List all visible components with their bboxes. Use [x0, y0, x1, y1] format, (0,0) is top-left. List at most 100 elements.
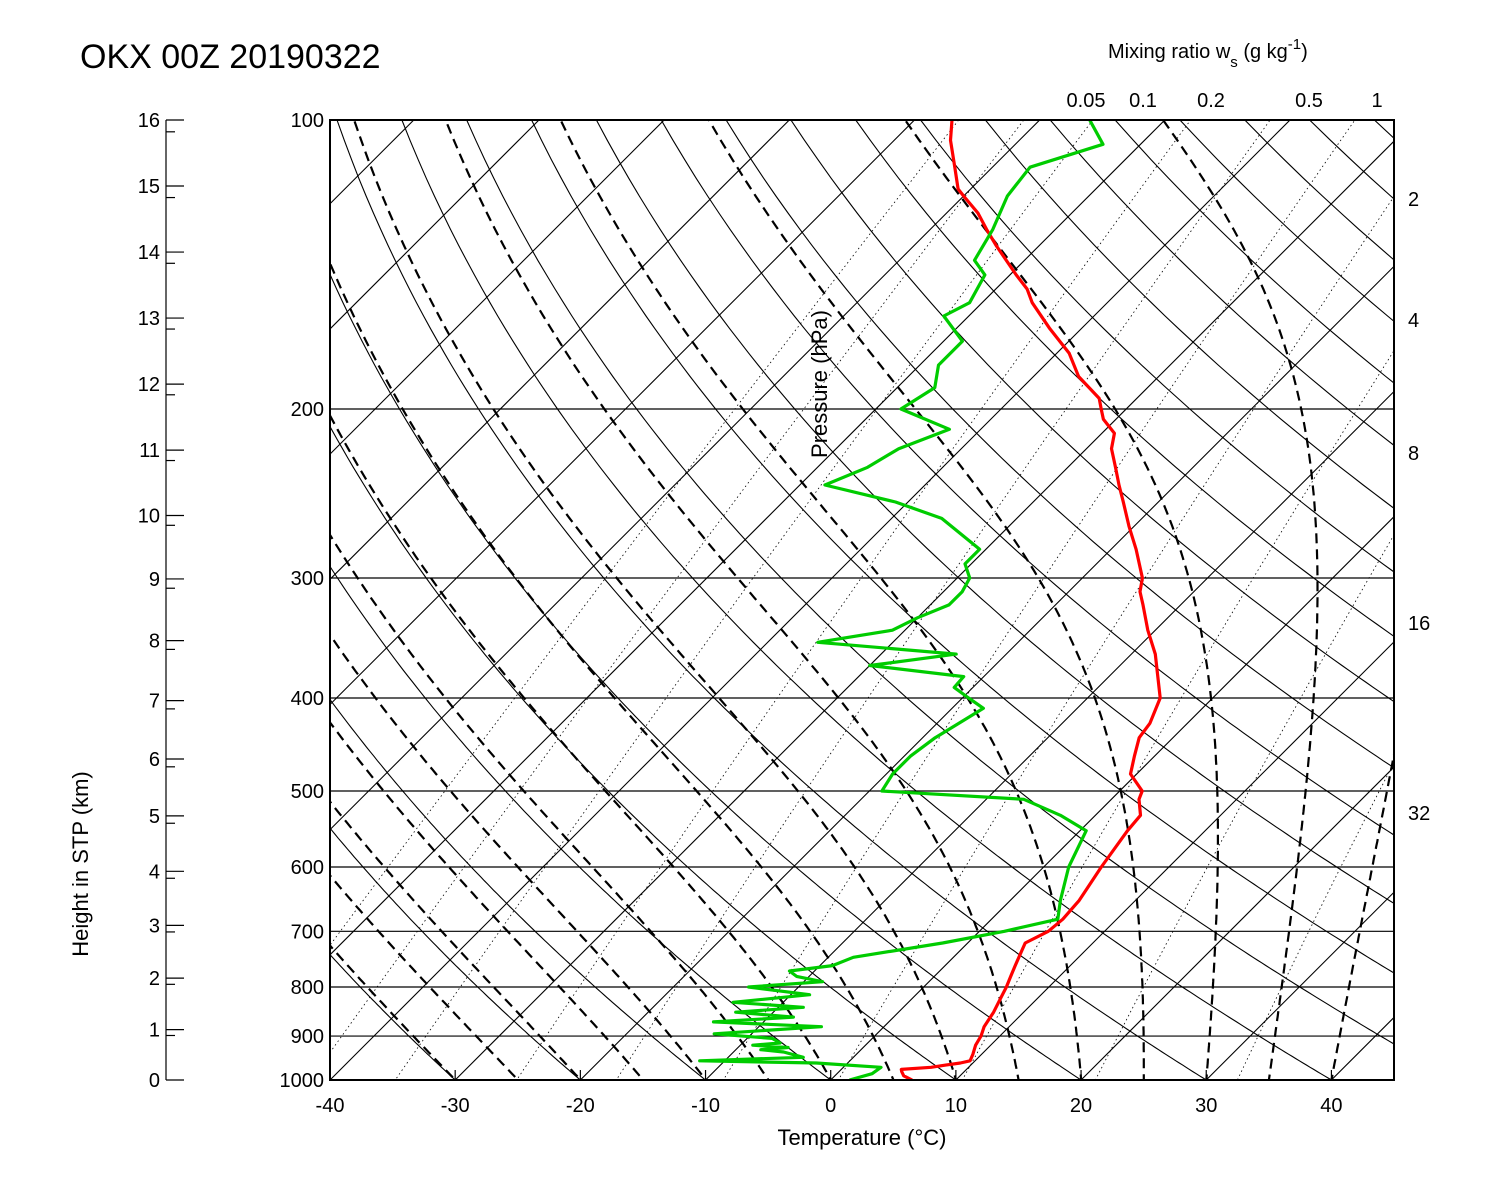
moist-adiabat: [330, 632, 708, 1080]
pressure-axis: 1000 900 800 700 600 500 400 300 200 100: [280, 110, 325, 1092]
mixing-ratio-top-label: 1: [1371, 90, 1382, 112]
isotherm: [330, 120, 540, 330]
dry-adiabat: [725, 120, 1394, 769]
dry-adiabat: [330, 827, 582, 1080]
mixing-ratio-top-label: 0.2: [1197, 90, 1225, 112]
height-tick-label: 3: [149, 915, 160, 937]
dry-adiabat: [330, 953, 456, 1080]
x-tick-label: -20: [566, 1095, 595, 1117]
moist-adiabat: [559, 120, 1083, 1080]
moist-adiabats: [330, 120, 1394, 1080]
temperature-axis: -40 -30 -20 -10 0 10 20 30 40: [316, 1070, 1343, 1117]
mixing-ratio-line: [1094, 533, 1394, 1080]
height-tick-label: 0: [149, 1070, 160, 1092]
height-tick-label: 4: [149, 861, 160, 883]
dry-adiabat: [1049, 120, 1394, 447]
height-tick-label: 6: [149, 749, 160, 771]
dewpoint-profile: [698, 120, 1105, 1080]
isotherm: [330, 120, 1166, 956]
mixing-ratio-right-label: 8: [1408, 443, 1419, 465]
isotherm: [330, 120, 916, 706]
dry-adiabat: [1179, 120, 1394, 322]
x-tick-label: -10: [691, 1095, 720, 1117]
isotherm: [1436, 76, 1500, 1100]
dry-adiabat: [530, 120, 1394, 974]
background-grid: [330, 76, 1500, 1100]
pressure-tick-label: 200: [291, 399, 324, 421]
height-tick-label: 12: [138, 374, 160, 396]
pressure-tick-label: 600: [291, 857, 324, 879]
mixing-ratio-right-label: 32: [1408, 803, 1430, 825]
dry-adiabats: [330, 76, 1500, 1100]
mixing-ratio-right-label: 4: [1408, 310, 1419, 332]
isotherm: [1080, 766, 1394, 1080]
temperature-profile: [899, 120, 1162, 1080]
height-tick-label: 10: [138, 505, 160, 527]
sounding-profiles: [698, 120, 1162, 1080]
mixing-ratio-labels: 0.05 0.1 0.2 0.5 1 2 4 8 16 32: [1067, 90, 1431, 825]
pressure-tick-label: 500: [291, 781, 324, 803]
dry-adiabat: [919, 120, 1394, 573]
mixing-ratio-right-label: 2: [1408, 189, 1419, 211]
mixing-ratio-right-label: 16: [1408, 613, 1430, 635]
mixing-ratio-header: Mixing ratio ws (g kg-1): [1108, 36, 1308, 71]
pressure-tick-label: 300: [291, 568, 324, 590]
dry-adiabat: [330, 698, 707, 1080]
moist-adiabat: [903, 120, 1219, 1080]
isotherm: [955, 641, 1394, 1080]
height-tick-label: 11: [139, 440, 160, 462]
x-tick-label: -40: [316, 1095, 345, 1117]
x-tick-label: 40: [1320, 1095, 1342, 1117]
height-tick-label: 7: [149, 691, 160, 713]
isotherms: [330, 76, 1500, 1100]
height-axis-label: Height in STP (km): [68, 771, 93, 956]
mixing-ratio-line: [330, 120, 960, 946]
isotherm: [330, 120, 665, 455]
moist-adiabat: [1330, 748, 1394, 1080]
moist-adiabat: [352, 120, 958, 1080]
mixing-ratio-line: [615, 120, 1271, 1080]
pressure-tick-label: 800: [291, 977, 324, 999]
dry-adiabat: [1373, 120, 1394, 140]
dry-adiabat: [1308, 120, 1394, 200]
x-axis-label: Temperature (°C): [778, 1125, 947, 1150]
height-tick-label: 13: [138, 308, 160, 330]
isotherm: [330, 120, 1041, 831]
height-tick-label: 14: [138, 242, 160, 264]
mixing-ratio-top-label: 0.5: [1295, 90, 1323, 112]
plot-frame: [329, 119, 1395, 1081]
mixing-ratio-top-label: 0.05: [1067, 90, 1106, 112]
isotherm: [330, 120, 791, 581]
dry-adiabat: [660, 120, 1394, 836]
height-tick-label: 16: [138, 110, 160, 132]
height-tick-label: 8: [149, 631, 160, 653]
isotherm: [579, 265, 1394, 1080]
isotherm: [1205, 891, 1394, 1080]
mixing-ratio-lines: [330, 120, 1394, 1080]
moist-adiabat: [444, 120, 1020, 1080]
dry-adiabat: [401, 120, 1333, 1080]
isotherm: [330, 120, 1291, 1080]
dry-adiabat: [1392, 76, 1500, 1100]
moist-adiabat: [330, 720, 645, 1080]
x-tick-label: -30: [441, 1095, 470, 1117]
pressure-tick-label: 400: [291, 688, 324, 710]
pressure-tick-label: 1000: [280, 1070, 325, 1092]
pressure-tick-label: 100: [291, 110, 324, 132]
dry-adiabat: [466, 120, 1394, 1045]
isotherm: [704, 390, 1394, 1080]
dry-adiabat: [1455, 76, 1500, 1100]
moist-adiabat: [330, 799, 583, 1080]
mixing-ratio-line: [394, 120, 1094, 1080]
pressure-tick-label: 700: [291, 921, 324, 943]
height-tick-label: 15: [138, 176, 160, 198]
height-tick-label: 1: [149, 1020, 160, 1042]
chart-title: OKX 00Z 20190322: [80, 38, 381, 76]
dry-adiabat: [984, 120, 1394, 510]
moist-adiabat: [330, 532, 770, 1080]
pressure-axis-label: Pressure (hPa): [807, 310, 832, 458]
x-tick-label: 10: [945, 1095, 967, 1117]
moist-adiabat: [1161, 120, 1319, 1080]
